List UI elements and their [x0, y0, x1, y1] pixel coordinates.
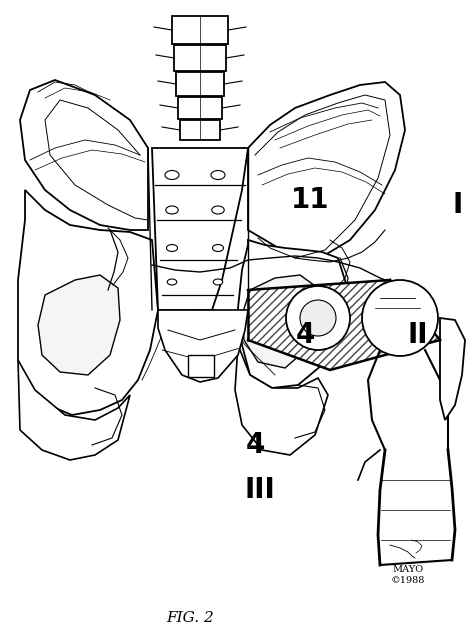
Polygon shape — [188, 310, 215, 340]
Ellipse shape — [213, 279, 223, 285]
Polygon shape — [242, 275, 320, 368]
Polygon shape — [38, 275, 120, 375]
Text: 4: 4 — [246, 431, 264, 459]
Circle shape — [362, 280, 438, 356]
Text: 4: 4 — [295, 321, 315, 349]
Text: FIG. 2: FIG. 2 — [166, 611, 214, 625]
Polygon shape — [174, 45, 226, 71]
Polygon shape — [248, 280, 440, 370]
Polygon shape — [176, 72, 224, 96]
Ellipse shape — [166, 244, 177, 251]
Ellipse shape — [212, 244, 224, 251]
Polygon shape — [18, 190, 158, 415]
Ellipse shape — [166, 206, 178, 214]
Polygon shape — [20, 80, 148, 230]
Ellipse shape — [167, 279, 177, 285]
Circle shape — [286, 286, 350, 350]
Polygon shape — [180, 120, 220, 140]
Circle shape — [300, 300, 336, 336]
Polygon shape — [192, 340, 210, 365]
Polygon shape — [152, 148, 248, 310]
Polygon shape — [178, 97, 222, 119]
Bar — [188, 355, 214, 377]
Text: 11: 11 — [291, 186, 329, 214]
Polygon shape — [158, 310, 248, 382]
Polygon shape — [18, 360, 130, 460]
Text: III: III — [245, 476, 275, 504]
Text: II: II — [408, 321, 428, 349]
Ellipse shape — [211, 171, 225, 179]
Text: MAYO
©1988: MAYO ©1988 — [391, 565, 425, 585]
Polygon shape — [172, 16, 228, 44]
Polygon shape — [238, 240, 348, 388]
Polygon shape — [235, 345, 328, 455]
Polygon shape — [440, 318, 465, 420]
Ellipse shape — [212, 206, 224, 214]
Text: I: I — [453, 191, 463, 219]
Ellipse shape — [165, 171, 179, 179]
Polygon shape — [248, 82, 405, 258]
